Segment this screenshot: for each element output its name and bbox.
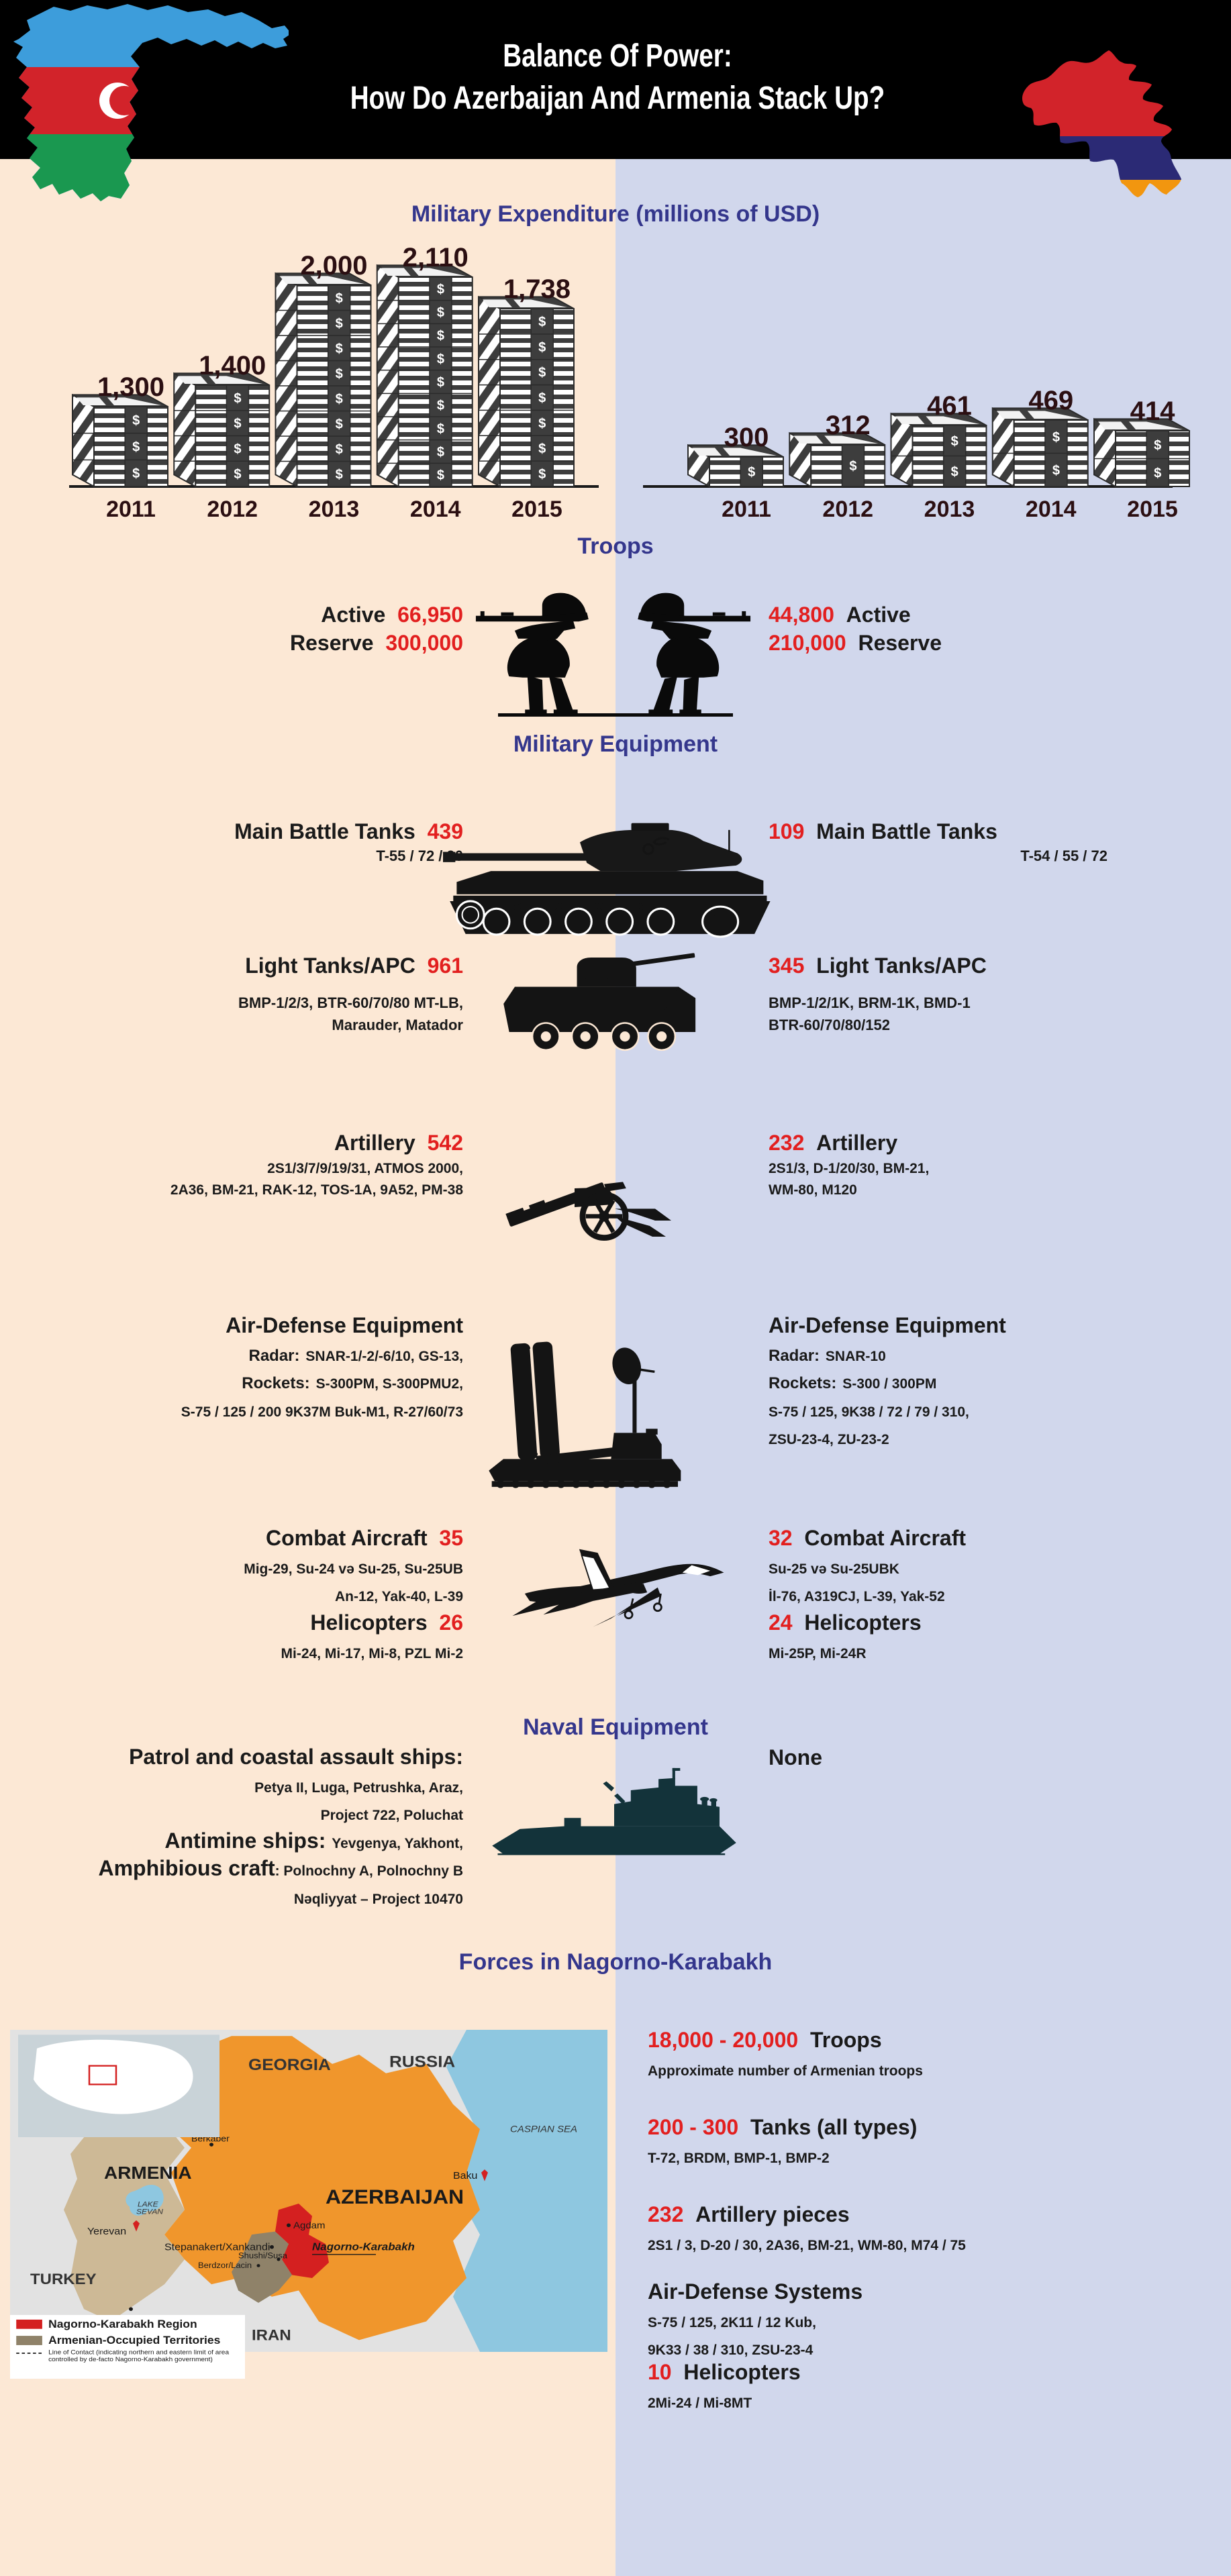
svg-text:$: $ (336, 417, 343, 431)
svg-text:$: $ (234, 391, 241, 406)
svg-text:469: 469 (1028, 386, 1073, 415)
svg-text:2,000: 2,000 (300, 251, 367, 280)
svg-text:$: $ (132, 440, 140, 455)
svg-text:$: $ (336, 442, 343, 457)
svg-text:LAKE: LAKE (138, 2201, 158, 2209)
svg-text:$: $ (132, 466, 140, 481)
svg-text:Nagorno-Karabakh Region: Nagorno-Karabakh Region (48, 2318, 197, 2330)
svg-text:$: $ (437, 399, 444, 413)
svg-text:2014: 2014 (1026, 497, 1077, 522)
svg-text:$: $ (538, 416, 546, 431)
svg-text:2011: 2011 (106, 497, 156, 522)
svg-text:2015: 2015 (511, 497, 562, 522)
svg-text:Agdam: Agdam (293, 2220, 325, 2230)
svg-text:312: 312 (826, 411, 871, 440)
svg-text:$: $ (951, 434, 958, 449)
svg-text:$: $ (336, 392, 343, 407)
svg-text:$: $ (437, 468, 444, 483)
svg-text:CASPIAN SEA: CASPIAN SEA (510, 2124, 577, 2134)
svg-text:Baku: Baku (453, 2170, 477, 2181)
svg-text:TURKEY: TURKEY (30, 2271, 97, 2287)
svg-text:461: 461 (927, 391, 972, 421)
svg-text:Line of Contact (indicating no: Line of Contact (indicating northern and… (48, 2349, 230, 2357)
svg-text:414: 414 (1130, 397, 1175, 426)
svg-text:$: $ (234, 442, 241, 456)
svg-text:2012: 2012 (822, 497, 873, 522)
svg-text:RUSSIA: RUSSIA (389, 2053, 455, 2071)
svg-text:2012: 2012 (207, 497, 258, 522)
svg-text:Nagorno-Karabakh: Nagorno-Karabakh (312, 2241, 415, 2253)
svg-text:ARMENIA: ARMENIA (104, 2163, 192, 2183)
svg-text:$: $ (234, 467, 241, 482)
svg-text:$: $ (538, 340, 546, 355)
svg-text:controlled by de-facto Nagorno: controlled by de-facto Nagorno-Karabakh … (48, 2356, 213, 2363)
svg-text:$: $ (437, 305, 444, 320)
svg-text:$: $ (437, 445, 444, 460)
svg-text:$: $ (1052, 463, 1060, 478)
svg-text:$: $ (336, 467, 343, 482)
svg-text:$: $ (538, 442, 546, 456)
svg-text:$: $ (437, 329, 444, 344)
svg-text:$: $ (336, 291, 343, 306)
svg-text:300: 300 (724, 423, 769, 452)
svg-text:$: $ (1154, 466, 1161, 480)
svg-text:2,110: 2,110 (403, 243, 469, 272)
svg-text:SEVAN: SEVAN (136, 2208, 164, 2216)
svg-text:1,738: 1,738 (503, 274, 571, 304)
svg-text:GEORGIA: GEORGIA (248, 2056, 331, 2074)
svg-text:$: $ (437, 352, 444, 366)
svg-text:$: $ (849, 459, 856, 474)
svg-text:$: $ (951, 464, 958, 479)
svg-text:1,400: 1,400 (199, 351, 266, 380)
svg-text:$: $ (538, 315, 546, 329)
svg-text:$: $ (132, 413, 140, 428)
svg-text:$: $ (336, 366, 343, 381)
svg-text:$: $ (748, 465, 755, 480)
svg-text:$: $ (336, 316, 343, 331)
svg-text:$: $ (1052, 430, 1060, 445)
svg-text:$: $ (437, 421, 444, 436)
svg-text:2014: 2014 (410, 497, 461, 522)
svg-text:$: $ (437, 375, 444, 390)
svg-text:Shushi/Susa: Shushi/Susa (238, 2251, 287, 2260)
svg-text:2015: 2015 (1127, 497, 1178, 522)
svg-text:$: $ (538, 467, 546, 482)
svg-text:IRAN: IRAN (252, 2326, 291, 2343)
svg-text:1,300: 1,300 (97, 372, 164, 402)
svg-text:$: $ (538, 366, 546, 380)
svg-text:AZERBAIJAN: AZERBAIJAN (326, 2185, 464, 2208)
svg-text:$: $ (538, 391, 546, 406)
svg-text:$: $ (437, 282, 444, 297)
svg-text:2013: 2013 (924, 497, 975, 522)
svg-text:2013: 2013 (309, 497, 360, 522)
svg-text:Armenian-Occupied Territories: Armenian-Occupied Territories (48, 2334, 220, 2347)
svg-text:$: $ (336, 342, 343, 356)
svg-text:Berdzor/Lacin: Berdzor/Lacin (198, 2261, 252, 2270)
svg-text:2011: 2011 (722, 497, 771, 522)
svg-text:Yerevan: Yerevan (87, 2226, 126, 2237)
svg-text:$: $ (234, 417, 241, 431)
svg-text:$: $ (1154, 438, 1161, 453)
